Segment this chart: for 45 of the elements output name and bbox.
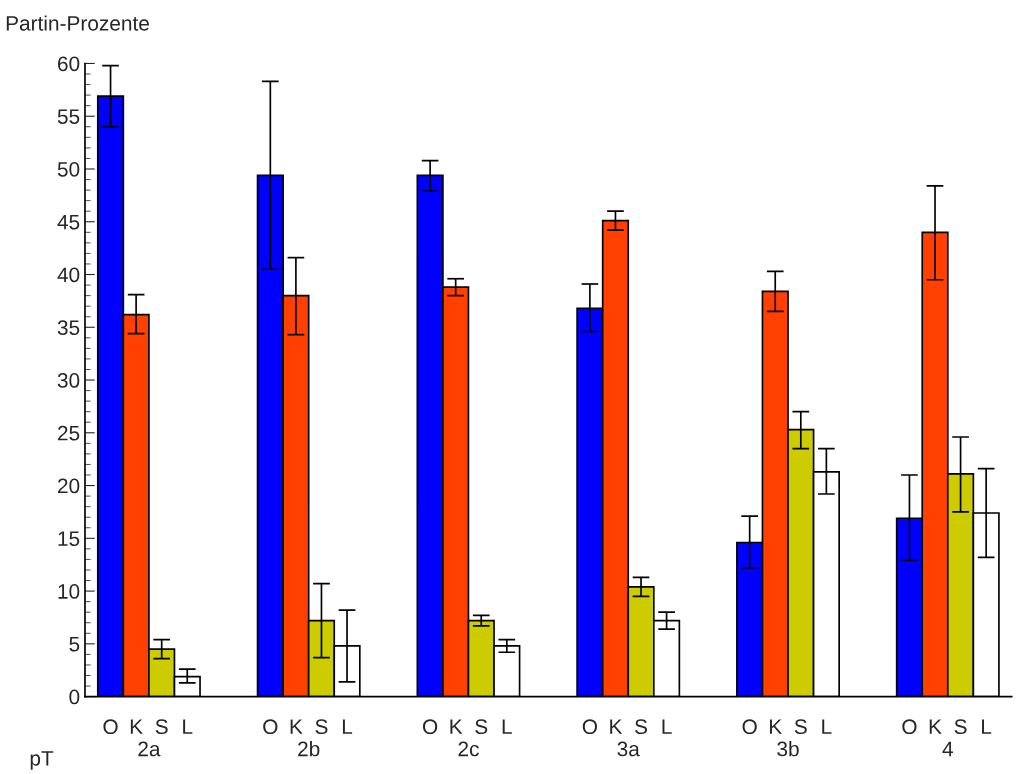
text: L <box>502 719 512 734</box>
y-tick-label: 20 <box>58 478 80 494</box>
x-tick-label: 4 <box>942 741 953 757</box>
x-axis-title: pT <box>30 751 54 770</box>
y-tick-label: 5 <box>69 637 80 652</box>
y-tick-label: 25 <box>58 425 80 441</box>
text: S <box>315 719 328 735</box>
y-tick-label: 55 <box>57 109 80 124</box>
x-tick-label: 3b <box>777 741 799 757</box>
text: L <box>342 719 353 734</box>
text: K <box>929 719 942 734</box>
text: K <box>610 719 623 734</box>
text: L <box>822 719 832 734</box>
text: S <box>475 719 488 735</box>
x-tick-label: 2a <box>138 741 161 757</box>
x-tick-label: 3a <box>617 741 640 757</box>
y-tick-label: 45 <box>57 214 80 230</box>
y-tick-label: 60 <box>58 56 80 72</box>
x-tick-label: 2b <box>298 741 320 757</box>
y-tick-label: 35 <box>57 320 80 336</box>
x-tick-label: 2c <box>458 741 479 757</box>
text: O <box>582 719 597 735</box>
text: K <box>450 719 463 734</box>
text: K <box>290 719 303 734</box>
series-label: O <box>103 719 118 735</box>
y-tick-label: 10 <box>58 584 80 599</box>
series-label: K <box>130 719 143 734</box>
y-axis-title: Partin-Prozente <box>6 15 149 31</box>
text: S <box>954 719 967 735</box>
text: O <box>742 719 757 735</box>
text: L <box>662 719 672 734</box>
text: O <box>902 719 917 735</box>
text: O <box>423 719 438 735</box>
text: K <box>770 719 782 734</box>
text: S <box>635 719 648 735</box>
y-tick-label: 15 <box>58 531 80 547</box>
y-tick-label: 50 <box>57 161 80 177</box>
series-label: L <box>183 719 193 734</box>
y-tick-label: 0 <box>69 689 80 705</box>
y-tick-label: 30 <box>57 373 80 388</box>
y-tick-label: 40 <box>57 267 80 283</box>
text: L <box>982 719 992 734</box>
text: O <box>263 719 278 735</box>
text: S <box>794 719 807 735</box>
series-label: S <box>155 719 168 735</box>
